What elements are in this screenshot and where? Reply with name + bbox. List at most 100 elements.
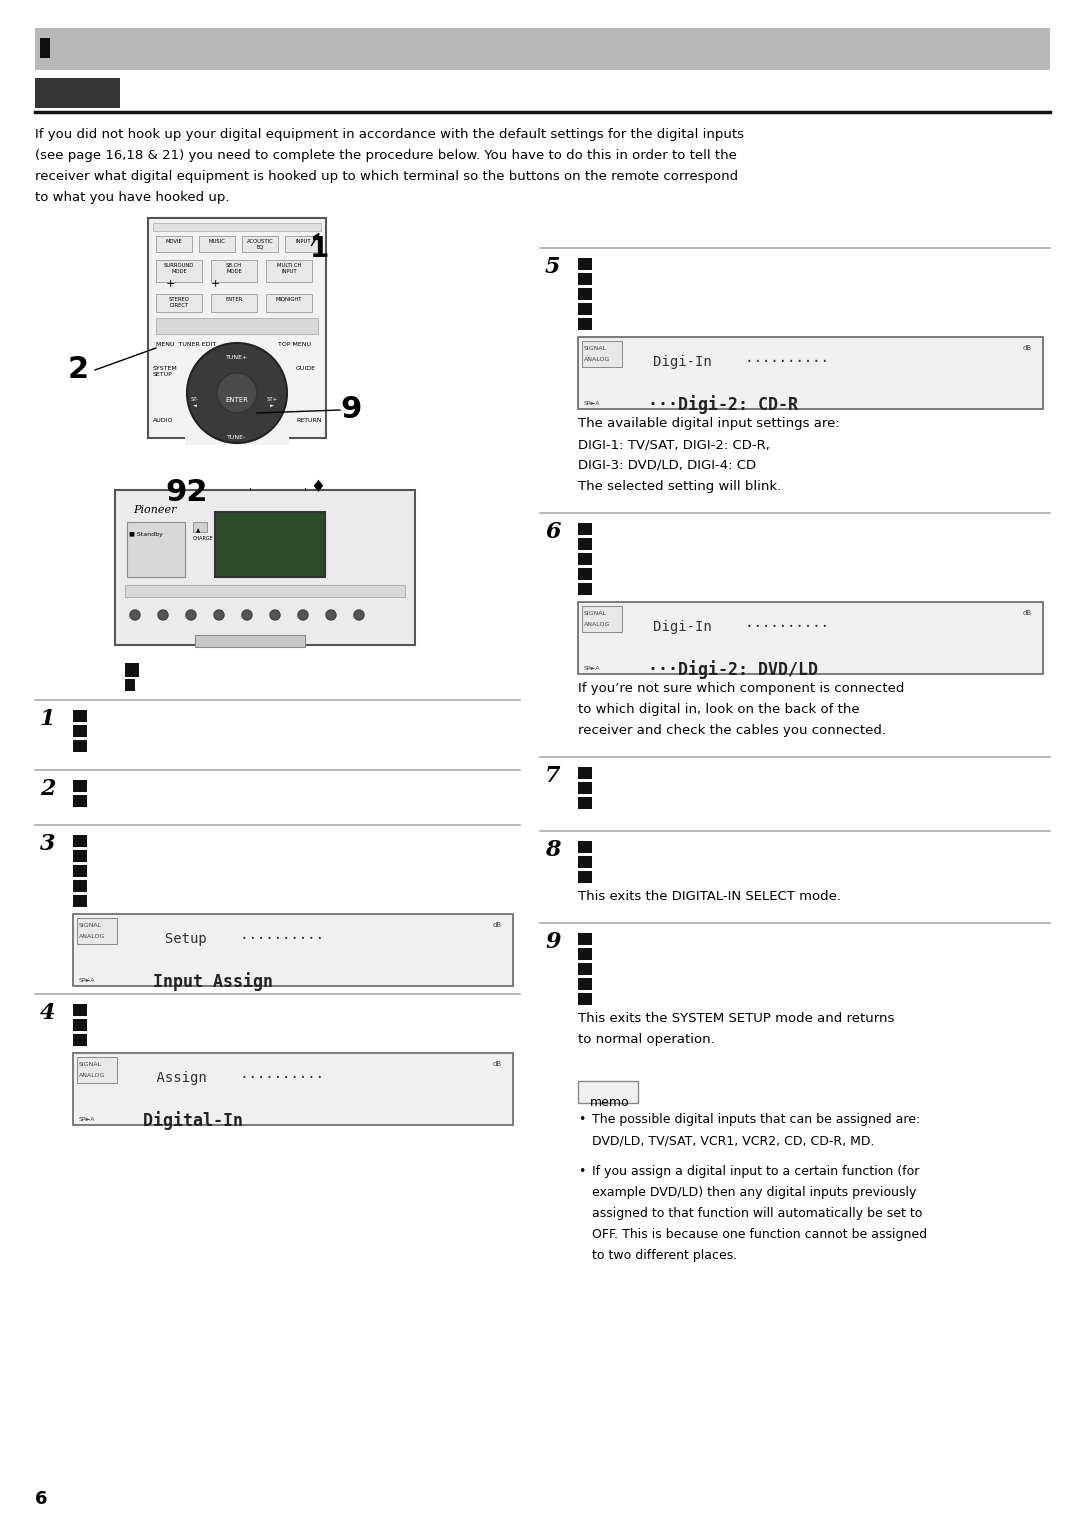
Text: Assign    ··········: Assign ··········: [123, 1071, 324, 1085]
Text: •: •: [578, 1164, 585, 1178]
Text: ···Digi-2: CD-R: ···Digi-2: CD-R: [627, 395, 798, 414]
Text: receiver and check the cables you connected.: receiver and check the cables you connec…: [578, 723, 886, 737]
Bar: [242, 237, 278, 252]
Text: (see page 16,18 & 21) you need to complete the procedure below. You have to do t: (see page 16,18 & 21) you need to comple…: [35, 150, 737, 162]
Bar: [77, 919, 117, 945]
Text: GUIDE: GUIDE: [296, 366, 316, 371]
Text: SP►A: SP►A: [584, 665, 600, 671]
Text: Digi-In    ··········: Digi-In ··········: [627, 356, 829, 369]
Text: ▲: ▲: [195, 528, 200, 533]
Text: dB: dB: [1023, 610, 1032, 617]
Circle shape: [187, 343, 287, 443]
Text: 2: 2: [68, 356, 90, 385]
Bar: [578, 288, 592, 301]
Text: +: +: [165, 279, 175, 288]
Circle shape: [186, 610, 195, 620]
Text: SYSTEM
SETUP: SYSTEM SETUP: [153, 366, 178, 377]
Text: ANALOG: ANALOG: [584, 357, 610, 362]
Text: INPUT: INPUT: [295, 240, 311, 244]
Bar: [578, 871, 592, 884]
Text: ■ Standby: ■ Standby: [129, 533, 163, 537]
Circle shape: [130, 610, 140, 620]
Text: If you’re not sure which component is connected: If you’re not sure which component is co…: [578, 682, 904, 694]
Text: to two different places.: to two different places.: [592, 1248, 738, 1262]
Bar: [266, 295, 312, 311]
Bar: [578, 304, 592, 314]
Text: 92: 92: [165, 478, 207, 507]
Text: ENTER: ENTER: [226, 298, 243, 302]
Text: MENU  TUNER EDIT: MENU TUNER EDIT: [156, 342, 216, 346]
Text: OFF. This is because one function cannot be assigned: OFF. This is because one function cannot…: [592, 1228, 927, 1241]
Bar: [578, 841, 592, 853]
Text: 7: 7: [545, 765, 561, 787]
Bar: [73, 896, 87, 906]
Bar: [578, 539, 592, 549]
Circle shape: [158, 610, 168, 620]
Bar: [578, 552, 592, 565]
Text: DVD/LD, TV/SAT, VCR1, VCR2, CD, CD-R, MD.: DVD/LD, TV/SAT, VCR1, VCR2, CD, CD-R, MD…: [592, 1134, 875, 1148]
Bar: [199, 237, 235, 252]
Text: to which digital in, look on the back of the: to which digital in, look on the back of…: [578, 703, 860, 716]
Bar: [35, 27, 1050, 70]
Text: 5: 5: [545, 256, 561, 278]
Text: ···Digi-2: DVD/LD: ···Digi-2: DVD/LD: [627, 661, 818, 679]
Text: 1: 1: [40, 708, 55, 729]
Text: ST+
►: ST+ ►: [267, 397, 278, 407]
Text: dB: dB: [492, 922, 502, 928]
Text: Pioneer: Pioneer: [133, 505, 176, 514]
Text: 9: 9: [545, 931, 561, 954]
Bar: [73, 725, 87, 737]
Bar: [285, 237, 321, 252]
Bar: [73, 1004, 87, 1016]
Text: SIGNAL: SIGNAL: [79, 1062, 103, 1067]
Text: example DVD/LD) then any digital inputs previously: example DVD/LD) then any digital inputs …: [592, 1186, 916, 1199]
Text: 6: 6: [35, 1489, 48, 1508]
Bar: [578, 993, 592, 1006]
Text: 8: 8: [545, 839, 561, 861]
Text: TOP MENU: TOP MENU: [278, 342, 311, 346]
Text: The possible digital inputs that can be assigned are:: The possible digital inputs that can be …: [592, 1112, 920, 1126]
Text: 4: 4: [40, 1003, 55, 1024]
Bar: [77, 1058, 117, 1083]
Bar: [578, 978, 592, 990]
Bar: [73, 740, 87, 752]
Text: ENTER: ENTER: [226, 397, 248, 403]
Bar: [578, 948, 592, 960]
Bar: [73, 780, 87, 792]
Bar: [578, 273, 592, 285]
Bar: [578, 583, 592, 595]
Bar: [73, 710, 87, 722]
Bar: [148, 218, 326, 438]
Circle shape: [354, 610, 364, 620]
Text: SURROUND
MODE: SURROUND MODE: [164, 262, 194, 273]
Bar: [73, 1019, 87, 1032]
Text: MIDNIGHT: MIDNIGHT: [275, 298, 302, 302]
Bar: [578, 797, 592, 809]
Bar: [582, 340, 622, 366]
Bar: [125, 679, 135, 691]
Text: TUNE-: TUNE-: [228, 435, 246, 439]
Bar: [266, 259, 312, 282]
Text: ANALOG: ANALOG: [584, 623, 610, 627]
Text: STEREO
DIRECT: STEREO DIRECT: [168, 298, 189, 308]
Text: AUDIO: AUDIO: [153, 418, 174, 423]
Text: 1: 1: [310, 235, 329, 262]
Bar: [193, 522, 207, 533]
Bar: [114, 490, 415, 645]
Text: SP►A: SP►A: [584, 401, 600, 406]
Text: 2: 2: [40, 778, 55, 800]
Bar: [127, 522, 185, 577]
Text: ANALOG: ANALOG: [79, 934, 106, 938]
Circle shape: [214, 610, 224, 620]
Text: MUSIC: MUSIC: [208, 240, 226, 244]
Text: +: +: [211, 279, 219, 288]
Text: SIGNAL: SIGNAL: [79, 923, 103, 928]
Text: SB.CH
MODE: SB.CH MODE: [226, 262, 242, 273]
Bar: [578, 317, 592, 330]
Bar: [578, 932, 592, 945]
Text: dB: dB: [1023, 345, 1032, 351]
Text: to normal operation.: to normal operation.: [578, 1033, 715, 1045]
Bar: [578, 856, 592, 868]
Text: 9: 9: [340, 395, 362, 424]
Text: DIGI-1: TV/SAT, DIGI-2: CD-R,: DIGI-1: TV/SAT, DIGI-2: CD-R,: [578, 438, 770, 452]
